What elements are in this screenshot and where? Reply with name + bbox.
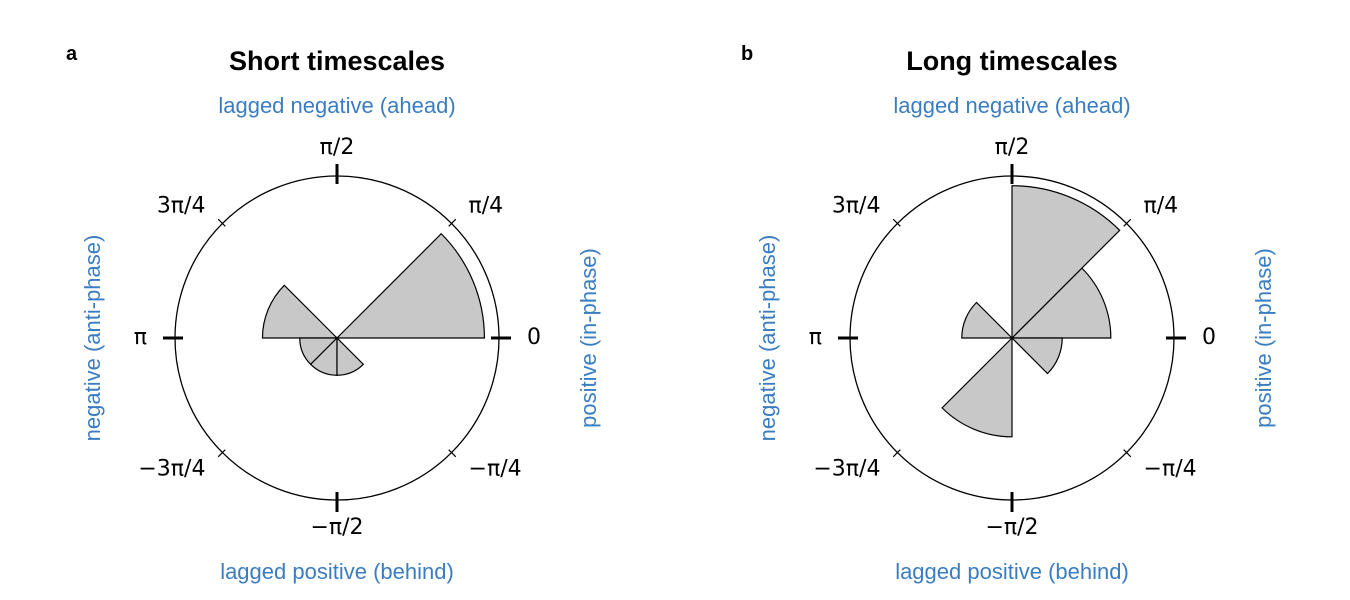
side-label-bottom: lagged positive (behind) (220, 559, 454, 584)
angle-tick-label: −3π/4 (138, 457, 205, 482)
angle-tick-label: 0 (1202, 325, 1216, 350)
rose-wedge (1010, 267, 1112, 339)
angle-tick-label: π/2 (320, 135, 355, 160)
angle-tick-label: −π/4 (469, 457, 522, 482)
rose-wedges (941, 185, 1121, 438)
panel-title: Long timescales (906, 46, 1118, 76)
angle-tick-label: π/4 (469, 193, 504, 218)
angle-tick (217, 218, 226, 227)
side-label-left: negative (anti-phase) (755, 235, 780, 442)
angle-tick-label: −π/2 (310, 515, 363, 540)
angle-tick-label: π/4 (1144, 193, 1179, 218)
rose-wedge (1011, 185, 1121, 340)
side-label-right: positive (in-phase) (576, 248, 601, 428)
angle-tick-label: −π/4 (1144, 457, 1197, 482)
angle-tick-label: 3π/4 (832, 193, 881, 218)
rose-wedge (941, 336, 1013, 438)
angle-tick-label: π/2 (995, 135, 1030, 160)
angle-tick (892, 218, 901, 227)
panel-title: Short timescales (229, 46, 445, 76)
angle-tick (448, 218, 457, 227)
side-label-top: lagged negative (ahead) (218, 93, 455, 118)
angle-tick (1123, 449, 1132, 458)
side-label-bottom: lagged positive (behind) (895, 559, 1129, 584)
rose-wedge (1010, 337, 1063, 375)
angle-ticks: 0 π/4 π/2 3π/4 π −3π/4 −π/2 −π/4 (134, 135, 541, 540)
panel-letter: b (741, 43, 753, 65)
rose-wedge (961, 301, 1014, 339)
angle-tick-label: 0 (527, 325, 541, 350)
angle-tick (1123, 218, 1132, 227)
rose-wedges (261, 232, 486, 376)
rose-wedge (261, 284, 339, 339)
panel-long-timescales: b Long timescales lagged negative (ahead… (741, 43, 1276, 584)
angle-tick-label: −π/2 (985, 515, 1038, 540)
panel-letter: a (66, 43, 78, 65)
angle-tick-label: −3π/4 (813, 457, 880, 482)
angle-ticks: 0 π/4 π/2 3π/4 π −3π/4 −π/2 −π/4 (809, 135, 1216, 540)
side-label-left: negative (anti-phase) (80, 235, 105, 442)
rose-wedge (336, 336, 365, 376)
angle-tick (892, 449, 901, 458)
angle-tick-label: π (809, 325, 822, 350)
side-label-top: lagged negative (ahead) (893, 93, 1130, 118)
angle-tick-label: π (134, 325, 147, 350)
angle-tick-label: 3π/4 (157, 193, 206, 218)
angle-tick (448, 449, 457, 458)
rose-wedge (335, 232, 486, 339)
angle-tick (217, 449, 226, 458)
side-label-right: positive (in-phase) (1251, 248, 1276, 428)
panel-short-timescales: a Short timescales lagged negative (ahea… (66, 43, 601, 584)
